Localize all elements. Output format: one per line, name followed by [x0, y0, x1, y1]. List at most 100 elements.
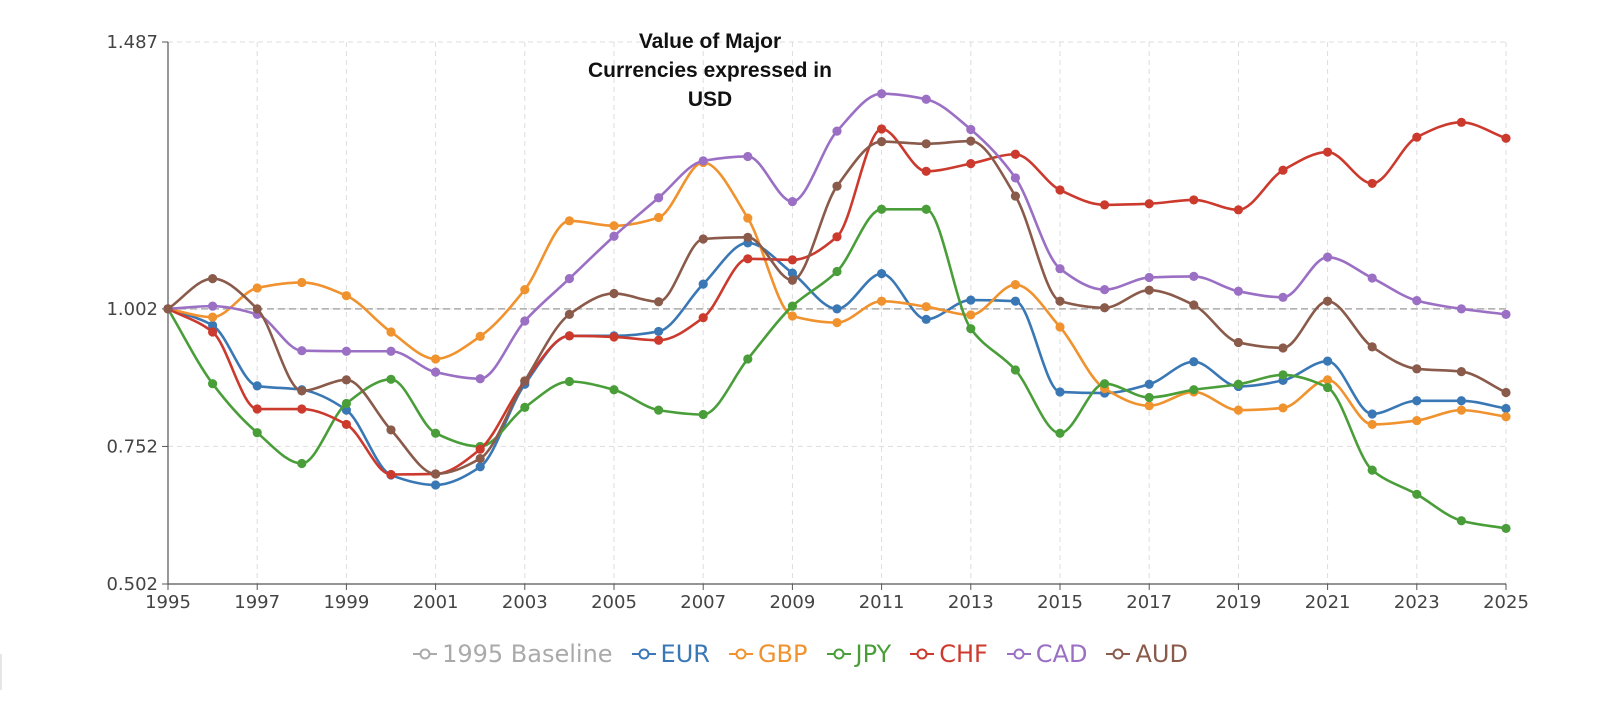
data-point-cad-2006[interactable] [654, 193, 664, 203]
data-point-gbp-1998[interactable] [297, 277, 307, 288]
data-point-cad-1996[interactable] [208, 301, 218, 311]
data-point-chf-2016[interactable] [1100, 200, 1110, 210]
data-point-chf-2000[interactable] [386, 469, 396, 480]
data-point-cad-1998[interactable] [297, 346, 307, 356]
data-point-cad-2010[interactable] [832, 126, 842, 136]
data-point-gbp-2015[interactable] [1055, 322, 1065, 332]
data-point-chf-2024[interactable] [1456, 117, 1466, 127]
data-point-aud-2020[interactable] [1278, 343, 1288, 353]
data-point-jpy-1997[interactable] [252, 428, 262, 438]
data-point-jpy-2008[interactable] [743, 354, 753, 364]
data-point-cad-2005[interactable] [609, 231, 619, 241]
data-point-eur-2017[interactable] [1144, 379, 1154, 389]
data-point-aud-1995[interactable] [163, 304, 173, 314]
data-point-gbp-1999[interactable] [341, 291, 351, 301]
data-point-eur-2011[interactable] [877, 269, 887, 279]
data-point-aud-2010[interactable] [832, 181, 842, 191]
data-point-aud-2000[interactable] [386, 425, 396, 435]
data-point-gbp-2001[interactable] [431, 354, 441, 364]
data-point-gbp-2006[interactable] [654, 212, 664, 223]
data-point-eur-2012[interactable] [921, 314, 931, 324]
data-point-aud-2015[interactable] [1055, 296, 1065, 306]
data-point-cad-2003[interactable] [520, 316, 530, 326]
data-point-aud-2002[interactable] [475, 453, 485, 464]
data-point-gbp-2019[interactable] [1233, 405, 1243, 415]
data-point-gbp-2023[interactable] [1412, 415, 1422, 426]
data-point-eur-2009[interactable] [787, 268, 798, 278]
data-point-gbp-2004[interactable] [564, 216, 575, 226]
data-point-gbp-2011[interactable] [877, 296, 887, 306]
data-point-eur-2018[interactable] [1189, 357, 1199, 367]
data-point-jpy-2010[interactable] [832, 266, 842, 277]
data-point-jpy-2019[interactable] [1233, 379, 1243, 389]
data-point-jpy-2018[interactable] [1189, 385, 1199, 395]
data-point-jpy-2013[interactable] [966, 324, 976, 334]
data-point-eur-2007[interactable] [698, 279, 708, 289]
data-point-jpy-2001[interactable] [431, 428, 441, 438]
legend-item-cad[interactable]: CAD [1006, 640, 1087, 668]
legend-item-chf[interactable]: CHF [909, 640, 988, 668]
data-point-gbp-2013[interactable] [966, 310, 976, 320]
data-point-cad-2021[interactable] [1323, 252, 1333, 262]
data-point-cad-2013[interactable] [966, 124, 976, 135]
data-point-aud-2004[interactable] [564, 309, 575, 319]
data-point-aud-2016[interactable] [1100, 303, 1110, 313]
data-point-cad-2008[interactable] [743, 151, 753, 162]
data-point-cad-2022[interactable] [1367, 273, 1377, 283]
data-point-eur-2001[interactable] [431, 480, 441, 490]
data-point-jpy-2007[interactable] [698, 409, 708, 420]
data-point-cad-2017[interactable] [1144, 272, 1154, 283]
data-point-chf-2020[interactable] [1278, 165, 1288, 175]
data-point-aud-2005[interactable] [609, 288, 619, 299]
data-point-gbp-2010[interactable] [832, 318, 842, 328]
data-point-jpy-2006[interactable] [654, 405, 664, 415]
data-point-jpy-1998[interactable] [297, 458, 307, 469]
data-point-jpy-2023[interactable] [1412, 489, 1422, 499]
data-point-gbp-2008[interactable] [743, 213, 753, 223]
data-point-cad-2009[interactable] [787, 196, 798, 207]
data-point-eur-2002[interactable] [475, 462, 485, 472]
data-point-aud-1999[interactable] [341, 375, 351, 385]
data-point-jpy-2003[interactable] [520, 402, 530, 412]
data-point-chf-2021[interactable] [1323, 147, 1333, 157]
data-point-chf-1999[interactable] [341, 419, 351, 430]
data-point-aud-2025[interactable] [1501, 387, 1511, 398]
data-point-aud-2023[interactable] [1412, 364, 1422, 374]
data-point-eur-2022[interactable] [1367, 409, 1377, 419]
data-point-gbp-2017[interactable] [1144, 401, 1154, 411]
data-point-aud-2007[interactable] [698, 234, 708, 244]
data-point-jpy-2021[interactable] [1323, 382, 1333, 393]
data-point-gbp-2009[interactable] [787, 311, 798, 321]
data-point-cad-2024[interactable] [1456, 304, 1466, 314]
data-point-eur-2024[interactable] [1456, 396, 1466, 406]
data-point-cad-2014[interactable] [1010, 173, 1021, 183]
data-point-chf-1997[interactable] [252, 404, 262, 414]
data-point-eur-2025[interactable] [1501, 403, 1511, 414]
data-point-jpy-2024[interactable] [1456, 516, 1466, 526]
data-point-chf-2010[interactable] [832, 232, 842, 242]
legend-item-baseline[interactable]: 1995 Baseline [412, 640, 613, 668]
data-point-cad-2011[interactable] [877, 89, 887, 99]
data-point-aud-2021[interactable] [1323, 296, 1333, 306]
data-point-jpy-2017[interactable] [1144, 392, 1154, 403]
data-point-cad-2000[interactable] [386, 346, 396, 356]
data-point-chf-2014[interactable] [1010, 149, 1021, 159]
data-point-cad-2018[interactable] [1189, 271, 1199, 282]
data-point-chf-2011[interactable] [877, 124, 887, 134]
data-point-jpy-2011[interactable] [877, 204, 887, 214]
data-point-aud-2011[interactable] [877, 136, 887, 147]
data-point-eur-2006[interactable] [654, 326, 664, 337]
data-point-gbp-2012[interactable] [921, 302, 931, 312]
data-point-gbp-2005[interactable] [609, 221, 619, 231]
data-point-chf-1996[interactable] [208, 327, 218, 337]
legend-item-jpy[interactable]: JPY [826, 640, 891, 668]
data-point-cad-2015[interactable] [1055, 264, 1065, 274]
data-point-aud-2009[interactable] [787, 275, 798, 285]
data-point-cad-2020[interactable] [1278, 292, 1288, 302]
data-point-gbp-2020[interactable] [1278, 403, 1288, 413]
data-point-chf-2012[interactable] [921, 166, 931, 176]
data-point-jpy-2022[interactable] [1367, 465, 1377, 475]
data-point-chf-2005[interactable] [609, 332, 619, 342]
data-point-eur-2014[interactable] [1010, 296, 1021, 306]
data-point-cad-1999[interactable] [341, 346, 351, 356]
